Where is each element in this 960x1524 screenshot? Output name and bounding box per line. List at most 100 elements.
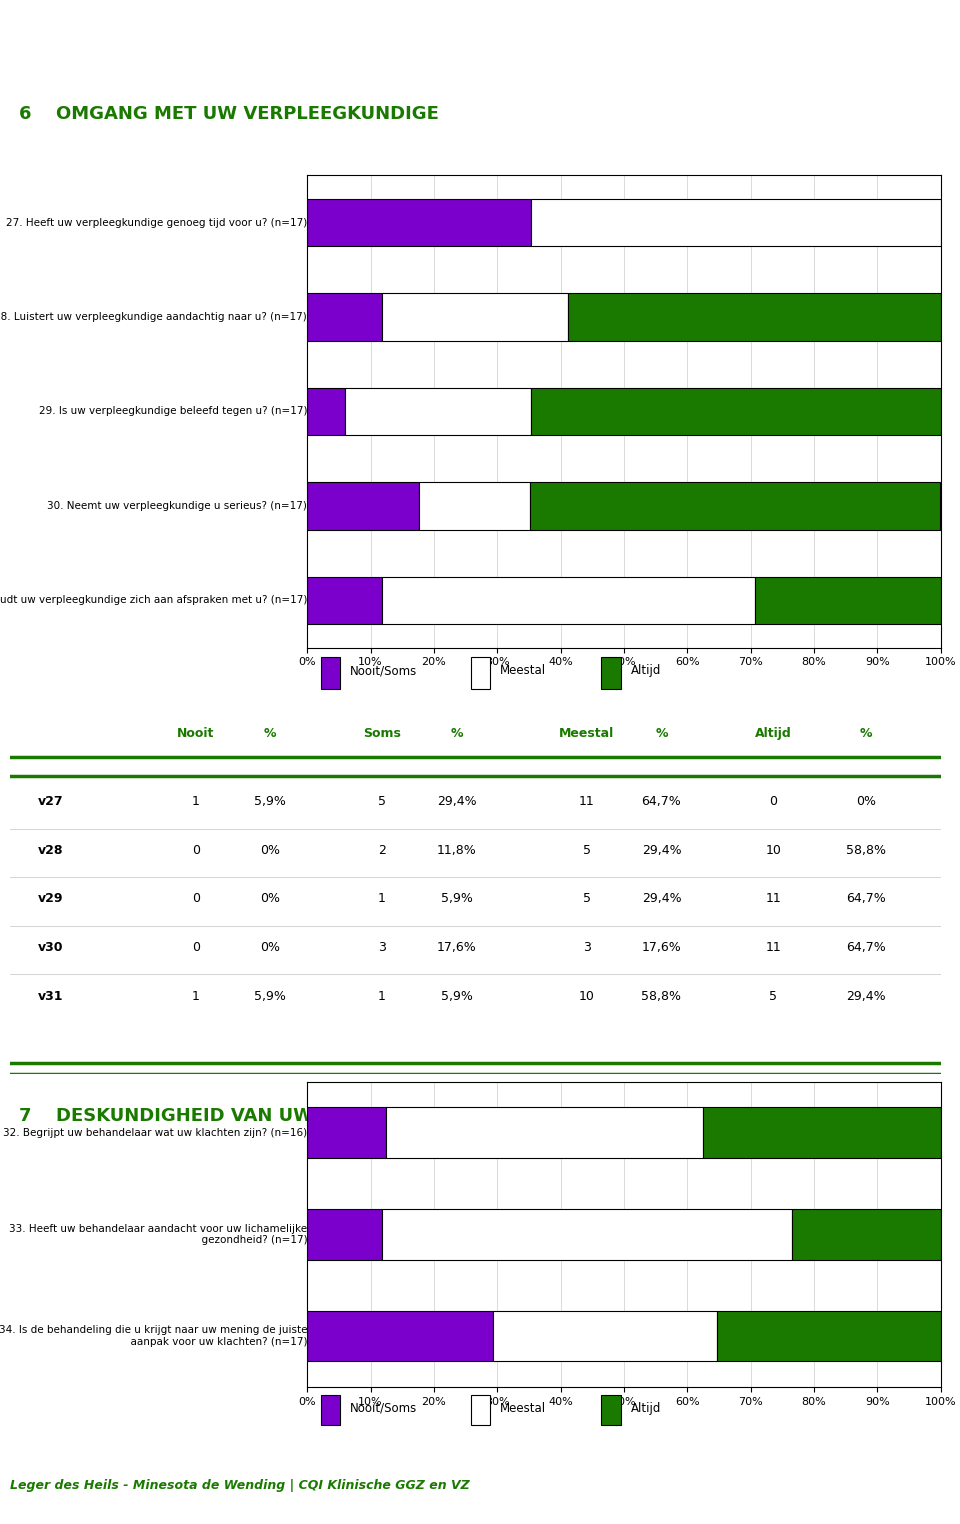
Text: 17,6%: 17,6% (437, 940, 476, 954)
Text: 5,9%: 5,9% (254, 989, 286, 1003)
FancyBboxPatch shape (321, 1396, 340, 1425)
Bar (307, 1209, 382, 1260)
Text: 5: 5 (583, 893, 591, 905)
Bar (419, 482, 530, 530)
Text: 5,9%: 5,9% (441, 893, 472, 905)
Bar (307, 200, 531, 245)
Bar (531, 200, 941, 245)
Bar (717, 1311, 941, 1361)
FancyBboxPatch shape (321, 657, 340, 689)
Text: 29,4%: 29,4% (641, 844, 682, 856)
Bar (307, 482, 419, 530)
Bar (493, 1311, 717, 1361)
FancyBboxPatch shape (470, 1396, 491, 1425)
Text: 64,7%: 64,7% (847, 893, 886, 905)
Text: 7: 7 (19, 1106, 32, 1125)
Text: 0%: 0% (260, 893, 280, 905)
Bar (307, 294, 382, 341)
Text: Nooit/Soms: Nooit/Soms (350, 1402, 418, 1414)
Text: %: % (264, 727, 276, 741)
Text: 33. Heeft uw behandelaar aandacht voor uw lichamelijke
      gezondheid? (n=17): 33. Heeft uw behandelaar aandacht voor u… (9, 1224, 307, 1245)
Text: 5,9%: 5,9% (441, 989, 472, 1003)
Text: 0%: 0% (856, 796, 876, 808)
Bar (530, 482, 940, 530)
FancyBboxPatch shape (601, 657, 621, 689)
Bar (792, 1209, 941, 1260)
Text: 28. Luistert uw verpleegkundige aandachtig naar u? (n=17): 28. Luistert uw verpleegkundige aandacht… (0, 312, 307, 322)
Text: 1: 1 (378, 989, 386, 1003)
Bar (345, 389, 531, 436)
Text: 34. Is de behandeling die u krijgt naar uw mening de juiste
      aanpak voor uw: 34. Is de behandeling die u krijgt naar … (0, 1326, 307, 1347)
Text: 64,7%: 64,7% (641, 796, 682, 808)
Text: v27: v27 (37, 796, 63, 808)
Text: 11: 11 (765, 893, 781, 905)
Text: v29: v29 (37, 893, 63, 905)
Bar (307, 576, 382, 625)
Text: Meestal: Meestal (560, 727, 614, 741)
Text: 1: 1 (192, 989, 200, 1003)
Text: 3: 3 (378, 940, 386, 954)
Text: 3: 3 (583, 940, 591, 954)
Text: Soms: Soms (363, 727, 401, 741)
Text: v30: v30 (37, 940, 63, 954)
Text: 5: 5 (378, 796, 386, 808)
Text: 0: 0 (769, 796, 778, 808)
Text: %: % (450, 727, 463, 741)
Text: 29,4%: 29,4% (847, 989, 886, 1003)
Text: 31. Houdt uw verpleegkundige zich aan afspraken met u? (n=17): 31. Houdt uw verpleegkundige zich aan af… (0, 596, 307, 605)
Text: 0: 0 (192, 893, 200, 905)
Text: Altijd: Altijd (755, 727, 792, 741)
FancyBboxPatch shape (470, 657, 491, 689)
Text: 29,4%: 29,4% (641, 893, 682, 905)
Text: 5,9%: 5,9% (254, 796, 286, 808)
Text: 11: 11 (765, 940, 781, 954)
Text: 1: 1 (378, 893, 386, 905)
Text: Nooit: Nooit (178, 727, 214, 741)
Text: 17,6%: 17,6% (641, 940, 682, 954)
Text: DESKUNDIGHEID VAN UW BEHANDELAAR: DESKUNDIGHEID VAN UW BEHANDELAAR (56, 1106, 469, 1125)
Text: 10: 10 (579, 989, 595, 1003)
Bar (531, 389, 941, 436)
Text: 6: 6 (19, 105, 32, 123)
Text: OMGANG MET UW VERPLEEGKUNDIGE: OMGANG MET UW VERPLEEGKUNDIGE (56, 105, 439, 123)
Text: Nooit/Soms: Nooit/Soms (350, 664, 418, 677)
Text: 29,4%: 29,4% (437, 796, 476, 808)
Text: v28: v28 (37, 844, 63, 856)
Bar (703, 1108, 941, 1158)
Bar (382, 294, 568, 341)
Text: 0%: 0% (260, 940, 280, 954)
Text: v31: v31 (37, 989, 63, 1003)
Text: 5: 5 (769, 989, 778, 1003)
Bar (382, 576, 755, 625)
Text: 0: 0 (192, 940, 200, 954)
Text: 29. Is uw verpleegkundige beleefd tegen u? (n=17): 29. Is uw verpleegkundige beleefd tegen … (38, 407, 307, 416)
Text: Meestal: Meestal (500, 1402, 546, 1414)
Text: 27. Heeft uw verpleegkundige genoeg tijd voor u? (n=17): 27. Heeft uw verpleegkundige genoeg tijd… (6, 218, 307, 227)
Bar (568, 294, 941, 341)
Text: 64,7%: 64,7% (847, 940, 886, 954)
Text: 32. Begrijpt uw behandelaar wat uw klachten zijn? (n=16): 32. Begrijpt uw behandelaar wat uw klach… (3, 1128, 307, 1138)
Bar (307, 389, 345, 436)
Text: 5: 5 (583, 844, 591, 856)
Text: Altijd: Altijd (631, 1402, 661, 1414)
Text: %: % (655, 727, 668, 741)
Text: %: % (860, 727, 873, 741)
Bar (307, 1108, 386, 1158)
Text: 0: 0 (192, 844, 200, 856)
Text: Leger des Heils - Minesota de Wending | CQI Klinische GGZ en VZ: Leger des Heils - Minesota de Wending | … (10, 1480, 469, 1492)
Text: 58,8%: 58,8% (641, 989, 682, 1003)
Text: 0%: 0% (260, 844, 280, 856)
Text: Altijd: Altijd (631, 664, 661, 677)
Text: 2: 2 (378, 844, 386, 856)
Text: 10: 10 (765, 844, 781, 856)
Bar (382, 1209, 792, 1260)
Text: 11: 11 (579, 796, 595, 808)
Text: 1: 1 (192, 796, 200, 808)
Bar (755, 576, 941, 625)
FancyBboxPatch shape (601, 1396, 621, 1425)
Bar (307, 1311, 493, 1361)
Bar (386, 1108, 703, 1158)
Text: 58,8%: 58,8% (847, 844, 886, 856)
Text: 30. Neemt uw verpleegkundige u serieus? (n=17): 30. Neemt uw verpleegkundige u serieus? … (47, 501, 307, 511)
Text: 11,8%: 11,8% (437, 844, 476, 856)
